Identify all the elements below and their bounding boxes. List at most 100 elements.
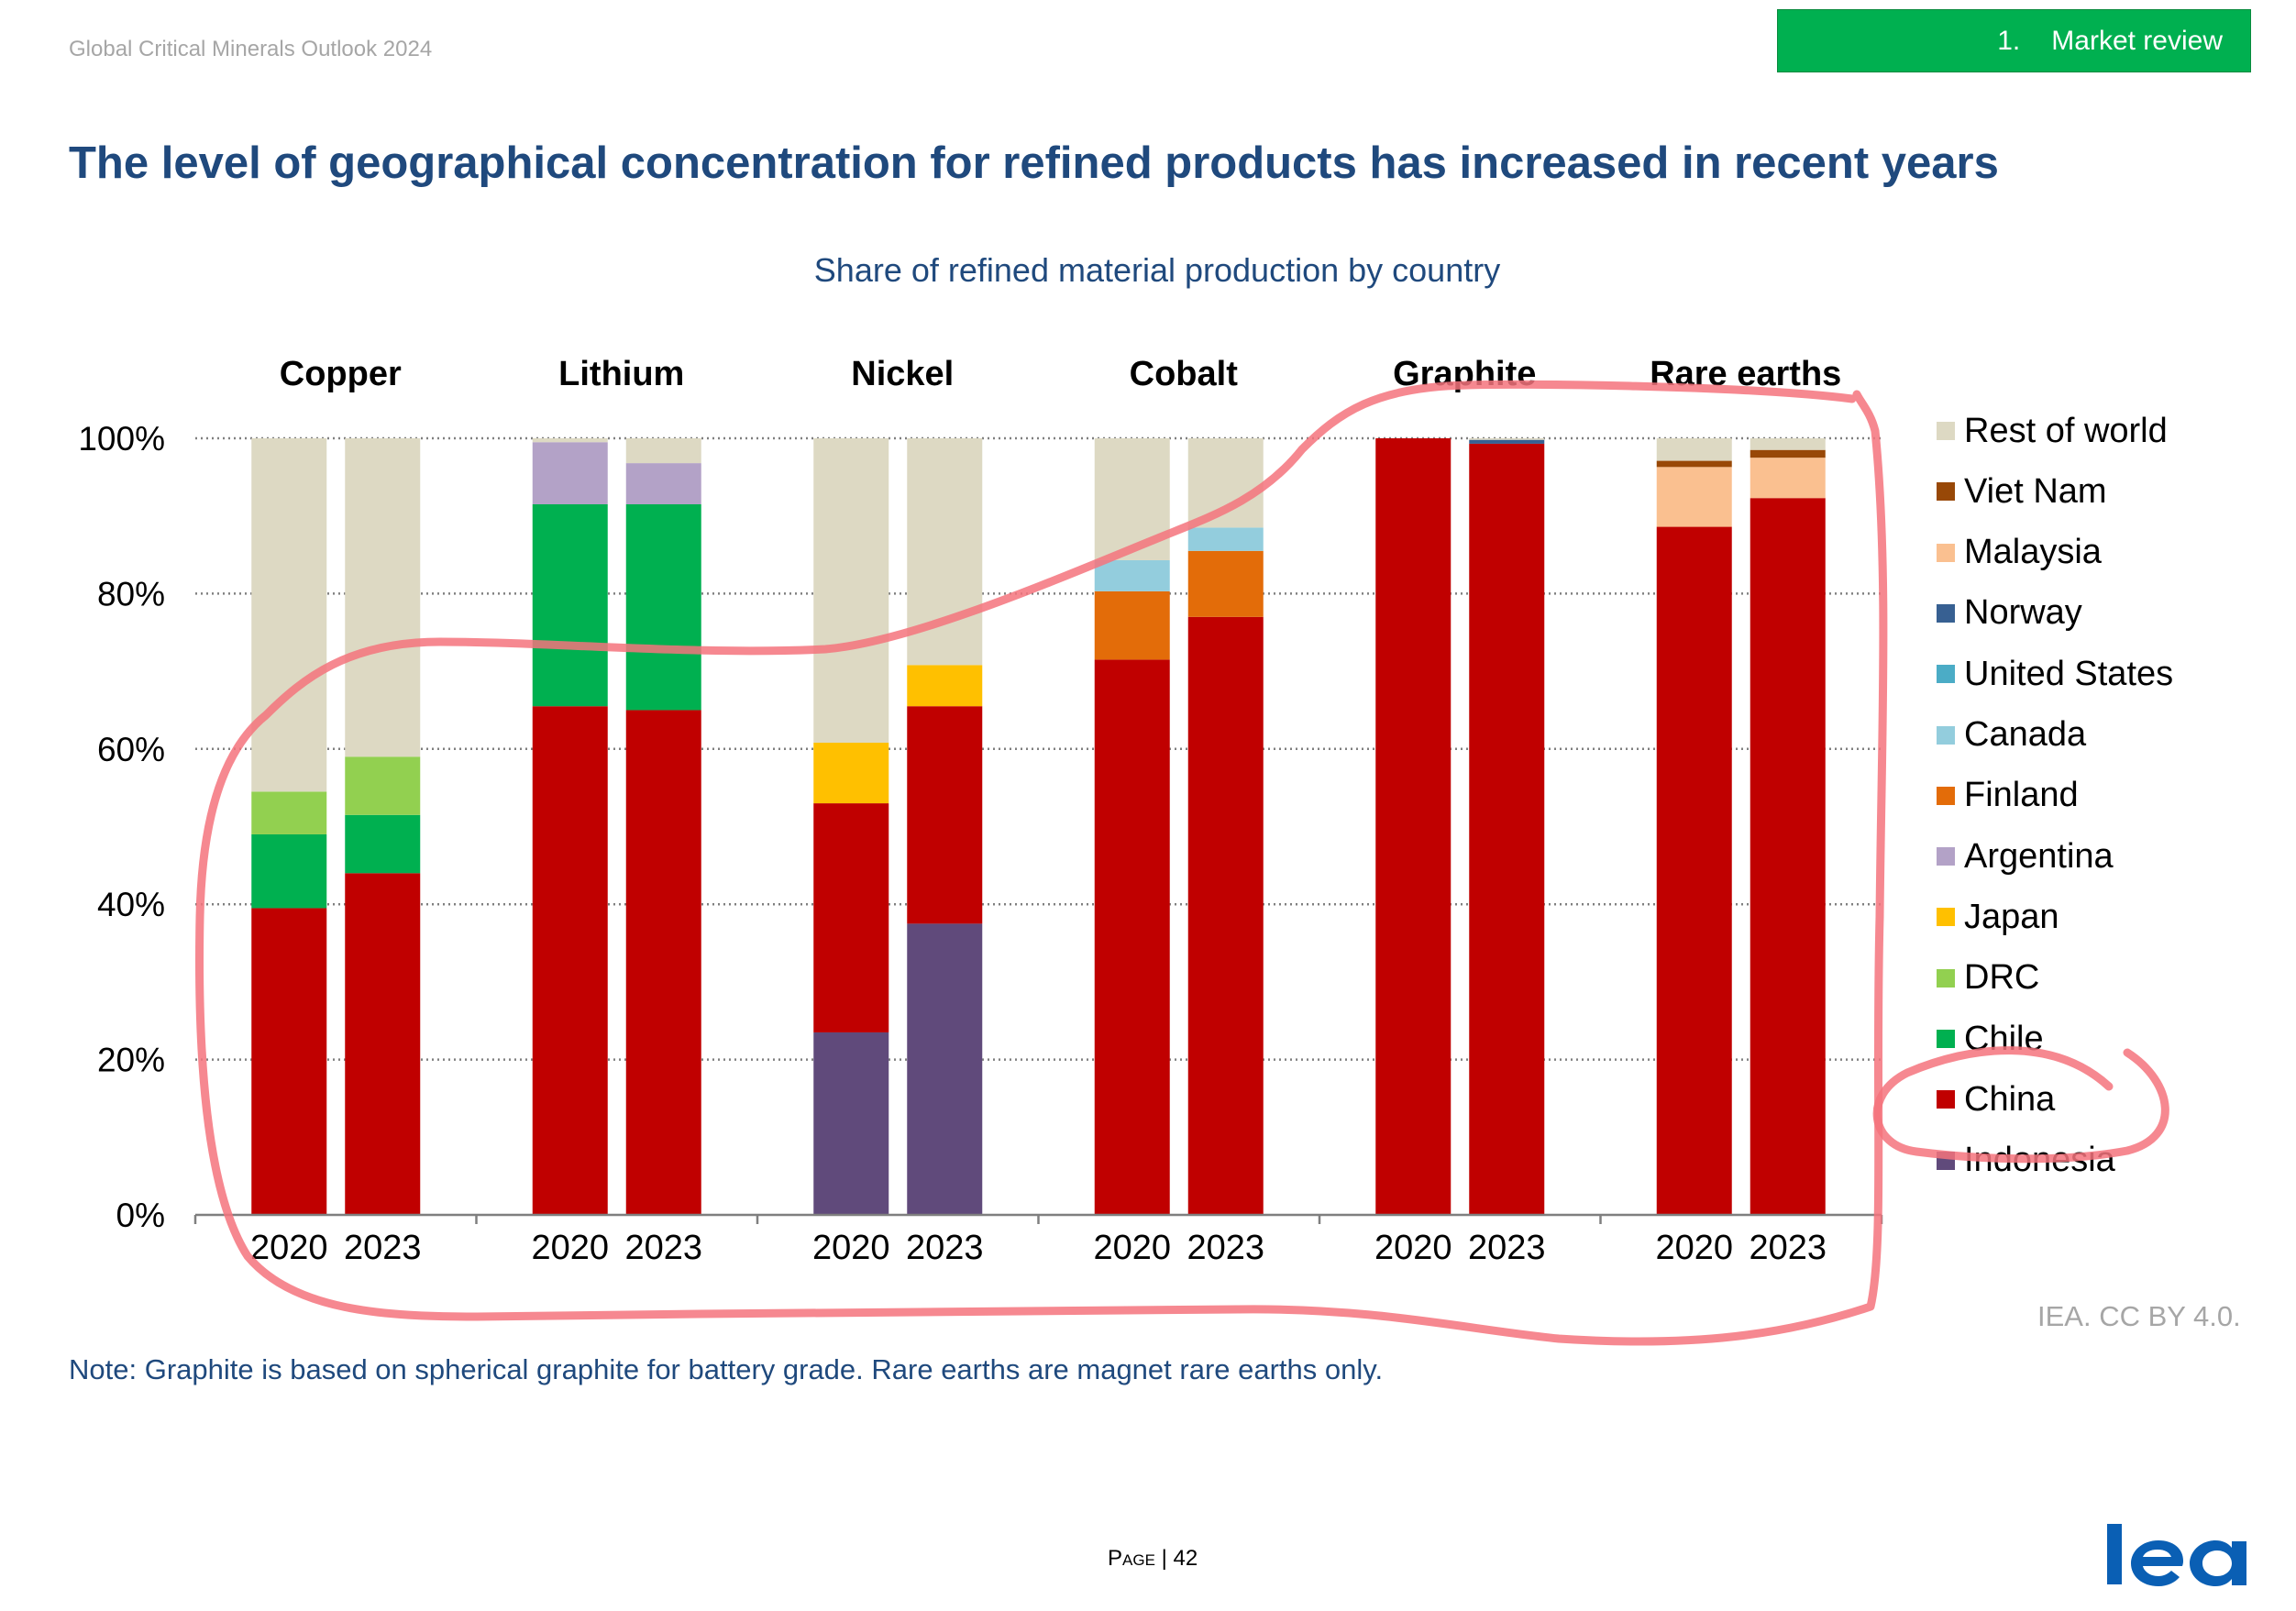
logo-i-stem bbox=[2107, 1524, 2122, 1584]
bar-segment bbox=[1750, 498, 1826, 1215]
legend-label: DRC bbox=[1964, 958, 2040, 998]
bar-segment bbox=[345, 814, 421, 874]
legend-swatch bbox=[1937, 665, 1955, 684]
page-number: Page | 42 bbox=[1108, 1546, 1198, 1572]
bar-segment bbox=[251, 908, 327, 1215]
legend-label: United States bbox=[1964, 654, 2174, 693]
bar-segment bbox=[1375, 438, 1452, 1215]
bar-segment bbox=[532, 442, 608, 504]
publication-title: Global Critical Minerals Outlook 2024 bbox=[69, 37, 433, 61]
bar-segment bbox=[1187, 527, 1264, 551]
y-axis-ticks: 0% 20% 40% 60% 80% 100% bbox=[78, 420, 165, 1234]
bar-segment bbox=[1094, 438, 1170, 560]
x-tick-label: 2020 bbox=[812, 1229, 890, 1267]
section-title: Market review bbox=[2051, 25, 2223, 56]
bar-segment bbox=[907, 665, 983, 707]
legend-item: Chile bbox=[1937, 1019, 2044, 1058]
bar-segment bbox=[1656, 460, 1732, 468]
legend-label: Indonesia bbox=[1964, 1141, 2115, 1180]
bar-segment bbox=[1750, 438, 1826, 450]
x-tick-label: 2023 bbox=[1749, 1229, 1827, 1267]
bar-segment bbox=[907, 438, 983, 666]
page-word: Page bbox=[1108, 1546, 1155, 1571]
legend-item: Indonesia bbox=[1937, 1141, 2115, 1180]
legend-item: Japan bbox=[1937, 897, 2059, 936]
bar-segment bbox=[1094, 590, 1170, 660]
bar-segment bbox=[532, 706, 608, 1215]
x-tick-label: 2023 bbox=[906, 1229, 984, 1267]
iea-logo-mark bbox=[2107, 1524, 2246, 1586]
legend-item: Argentina bbox=[1937, 836, 2114, 876]
legend-item: Finland bbox=[1937, 776, 2079, 815]
legend-swatch bbox=[1937, 543, 1955, 562]
bar-segment bbox=[1469, 443, 1545, 1216]
page-separator: | bbox=[1154, 1546, 1174, 1571]
chart-title: Share of refined material production by … bbox=[813, 251, 1501, 289]
legend-label: Canada bbox=[1964, 715, 2087, 754]
x-tick-label: 2020 bbox=[1655, 1229, 1733, 1267]
group-label: Rare earths bbox=[1650, 355, 1841, 393]
legend-item: Malaysia bbox=[1937, 533, 2102, 572]
x-tick-label: 2020 bbox=[250, 1229, 328, 1267]
legend-item: Canada bbox=[1937, 715, 2087, 754]
legend-label: Malaysia bbox=[1964, 533, 2102, 572]
legend-label: China bbox=[1964, 1079, 2056, 1119]
bar-segment bbox=[813, 1032, 889, 1215]
bar-segment bbox=[345, 438, 421, 757]
bar-segment bbox=[1656, 438, 1732, 461]
page-headline: The level of geographical concentration … bbox=[69, 138, 1999, 188]
bar-segment bbox=[625, 710, 701, 1215]
bar-segment bbox=[345, 756, 421, 815]
legend-swatch bbox=[1937, 847, 1955, 866]
bar-segment bbox=[251, 833, 327, 909]
x-axis-labels: 2020 2023 2020 2023 2020 2023 2020 2023 2020 2023… bbox=[250, 1229, 1827, 1267]
group-label: Cobalt bbox=[1130, 355, 1239, 393]
y-tick-label: 80% bbox=[97, 575, 165, 612]
chart-note: Note: Graphite is based on spherical gra… bbox=[69, 1353, 1384, 1385]
legend-label: Chile bbox=[1964, 1019, 2044, 1058]
group-label: Copper bbox=[280, 355, 402, 393]
bar-segment bbox=[251, 438, 327, 792]
legend-item: Rest of world bbox=[1937, 412, 2168, 450]
legend-label: Norway bbox=[1964, 593, 2082, 633]
x-tick-label: 2020 bbox=[1093, 1229, 1171, 1267]
legend-swatch bbox=[1937, 1030, 1955, 1048]
legend-swatch bbox=[1937, 725, 1955, 745]
legend-label: Argentina bbox=[1964, 836, 2114, 876]
legend-swatch bbox=[1937, 908, 1955, 927]
y-tick-label: 40% bbox=[97, 886, 165, 923]
y-tick-label: 100% bbox=[78, 420, 165, 458]
bar-segment bbox=[1094, 659, 1170, 1215]
bar-segment bbox=[1187, 550, 1264, 617]
chart-credit: IEA. CC BY 4.0. bbox=[2037, 1300, 2241, 1332]
y-tick-label: 60% bbox=[97, 731, 165, 768]
bar-segment bbox=[1750, 449, 1826, 458]
legend-swatch bbox=[1937, 1090, 1955, 1109]
legend-swatch bbox=[1937, 1151, 1955, 1170]
bar-segment bbox=[625, 503, 701, 711]
legend-swatch bbox=[1937, 422, 1955, 440]
y-tick-label: 0% bbox=[116, 1197, 165, 1234]
legend-item: DRC bbox=[1937, 958, 2040, 998]
bar-segment bbox=[813, 743, 889, 804]
bar-segment bbox=[813, 438, 889, 744]
mineral-group-labels: Copper Lithium Nickel Cobalt Graphite Rare ea… bbox=[280, 355, 1842, 393]
legend-swatch bbox=[1937, 786, 1955, 805]
logo-a bbox=[2190, 1540, 2246, 1586]
legend-item: China bbox=[1937, 1079, 2056, 1119]
group-label: Graphite bbox=[1393, 355, 1536, 393]
legend-item: Norway bbox=[1937, 593, 2082, 633]
legend-label: Finland bbox=[1964, 776, 2079, 815]
group-label: Nickel bbox=[851, 355, 954, 393]
bar-segment bbox=[625, 438, 701, 464]
bar-segment bbox=[1656, 526, 1732, 1215]
bar-segment bbox=[1094, 559, 1170, 591]
x-tick-label: 2020 bbox=[1374, 1229, 1452, 1267]
bar-segment bbox=[1187, 438, 1264, 528]
legend-label: Viet Nam bbox=[1964, 471, 2107, 511]
section-number: 1. bbox=[1997, 25, 2021, 56]
legend-swatch bbox=[1937, 482, 1955, 502]
bar-segment bbox=[1656, 467, 1732, 527]
legend-label: Japan bbox=[1964, 897, 2059, 936]
bar-segment bbox=[625, 463, 701, 504]
